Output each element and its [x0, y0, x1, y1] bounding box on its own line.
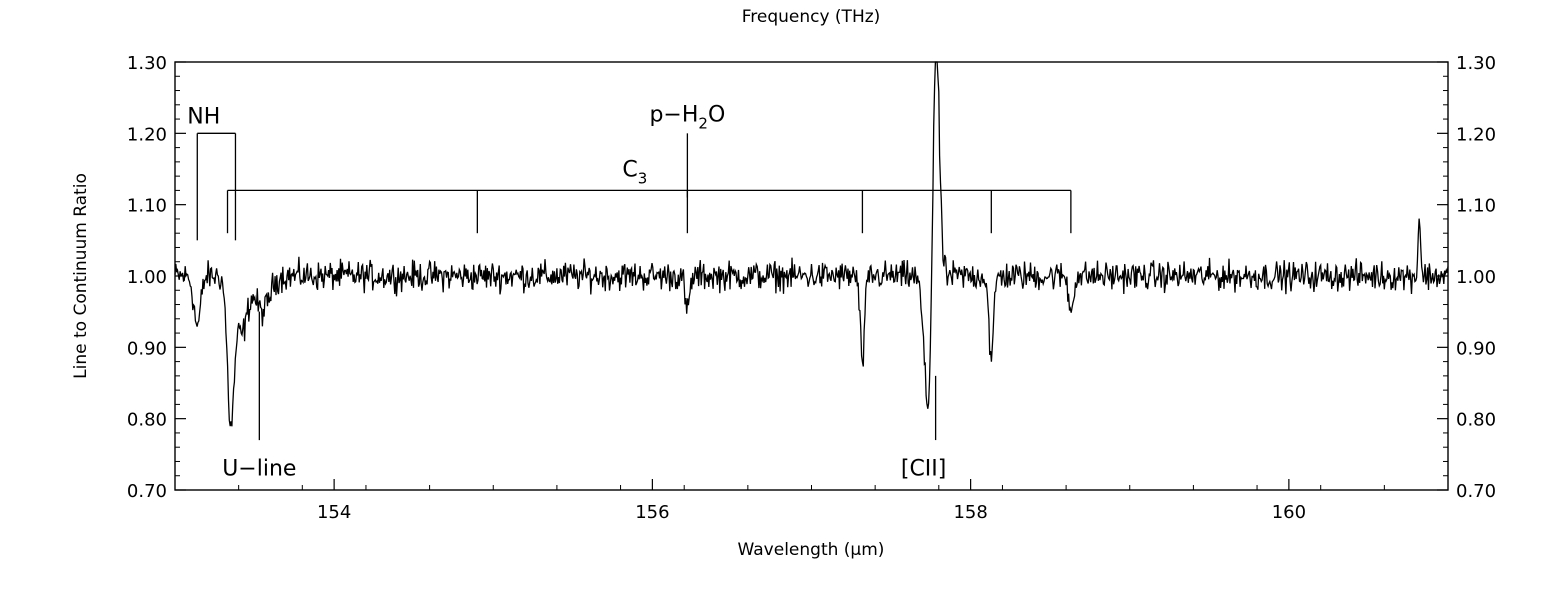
y-tick-label-left: 1.20: [127, 124, 167, 145]
nh-label: NH: [187, 104, 220, 129]
y-tick-label-left: 1.10: [127, 196, 167, 217]
y-tick-label-right: 0.70: [1456, 481, 1496, 502]
y-axis-title: Line to Continuum Ratio: [71, 173, 91, 379]
y-tick-label-left: 0.90: [127, 338, 167, 359]
ticks-layer: 0.70 0.70 0.80 0.80 0.90 0.90 1.00 1.00 1.10 1.10…: [127, 53, 1496, 523]
top-axis-title: Frequency (THz): [742, 7, 881, 27]
y-tick-label-left: 0.80: [127, 410, 167, 431]
ph2o-label: p−H2O: [649, 102, 725, 132]
spectrum-line: [174, 61, 1449, 427]
annotation-layer: NH C3p−H2O U−line [CII]: [187, 102, 1072, 482]
spectrum-layer: [174, 61, 1449, 427]
y-tick-label-right: 1.10: [1456, 196, 1496, 217]
y-tick-label-left: 1.30: [127, 53, 167, 74]
y-tick-label-right: 0.90: [1456, 338, 1496, 359]
uline-label: U−line: [222, 457, 296, 482]
x-tick-label: 158: [953, 502, 987, 523]
x-tick-label: 154: [317, 502, 351, 523]
y-tick-label-right: 1.00: [1456, 267, 1496, 288]
y-tick-label-left: 1.00: [127, 267, 167, 288]
y-tick-label-right: 1.20: [1456, 124, 1496, 145]
y-tick-label-right: 0.80: [1456, 410, 1496, 431]
x-tick-label: 160: [1272, 502, 1306, 523]
cii-label: [CII]: [901, 457, 947, 482]
c3-label: C3: [622, 157, 647, 187]
x-axis-title: Wavelength (μm): [738, 540, 885, 560]
y-tick-label-right: 1.30: [1456, 53, 1496, 74]
x-tick-label: 156: [635, 502, 669, 523]
y-tick-label-left: 0.70: [127, 481, 167, 502]
